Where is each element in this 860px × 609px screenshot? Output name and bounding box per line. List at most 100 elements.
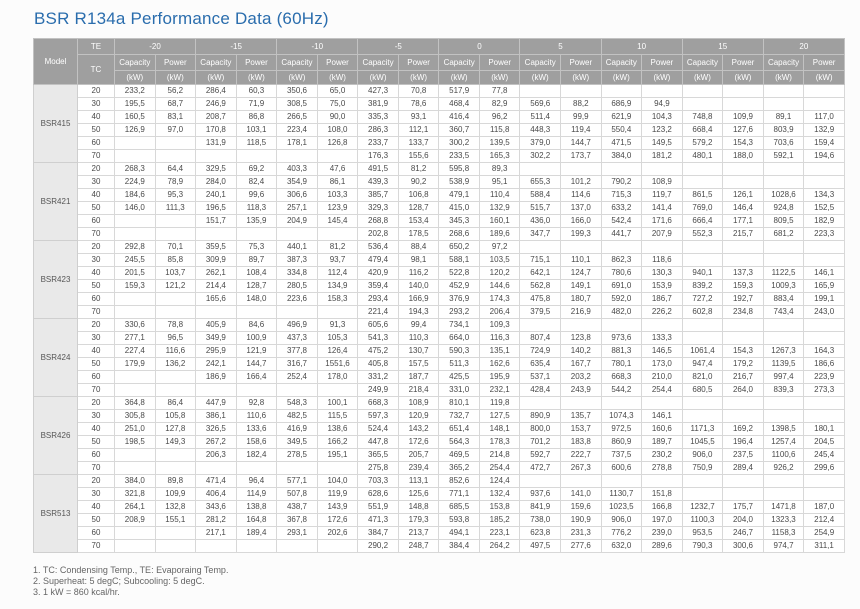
power-value-cell: 133,3 <box>641 331 683 345</box>
capacity-value-cell: 436,0 <box>519 214 562 228</box>
tc-cell: 40 <box>77 344 115 358</box>
power-value-cell: 127,5 <box>478 409 521 423</box>
capacity-value-cell: 267,2 <box>195 435 237 449</box>
power-value-cell: 162,6 <box>478 357 521 371</box>
capacity-value-cell: 632,0 <box>600 539 643 553</box>
power-header-cell: Power <box>316 54 359 71</box>
power-value-cell <box>560 162 602 176</box>
power-value-cell: 273,3 <box>803 383 845 397</box>
power-value-cell: 90,0 <box>316 110 359 124</box>
capacity-value-cell <box>276 383 318 397</box>
capacity-value-cell: 233,7 <box>357 136 399 150</box>
power-value-cell: 169,2 <box>722 422 764 436</box>
power-header-cell: Power <box>154 54 197 71</box>
capacity-header-cell: Capacity <box>438 54 480 71</box>
table-row: 30 277,1 96,5 349,9 100,9 437,3 105,3 541,3 110,… <box>34 331 845 345</box>
power-value-cell: 180,1 <box>803 422 845 436</box>
page-title: BSR R134a Performance Data (60Hz) <box>34 9 329 28</box>
power-value-cell <box>722 331 764 345</box>
capacity-value-cell <box>681 253 724 267</box>
power-value-cell: 99,6 <box>235 188 278 202</box>
power-value-cell: 153,4 <box>397 214 440 228</box>
capacity-value-cell: 890,9 <box>519 409 562 423</box>
power-value-cell <box>641 240 683 254</box>
tc-cell: 30 <box>77 331 115 345</box>
table-row: 50 159,3 121,2 214,4 128,7 280,5 134,9 359,4 140… <box>34 279 845 293</box>
capacity-value-cell: 252,4 <box>276 370 318 384</box>
table-row: 40 184,6 95,3 240,1 99,6 306,6 103,3 385,7 106,8… <box>34 188 845 202</box>
tc-cell: 50 <box>77 435 115 449</box>
power-value-cell: 81,2 <box>316 240 359 254</box>
table-row: 30 245,5 85,8 309,9 89,7 387,3 93,7 479,4 98,1 58… <box>34 253 845 267</box>
power-header-cell: Power <box>722 54 764 71</box>
capacity-value-cell: 1171,3 <box>681 422 724 436</box>
capacity-value-cell: 807,4 <box>519 331 562 345</box>
power-value-cell <box>803 331 845 345</box>
capacity-value-cell: 972,5 <box>600 422 643 436</box>
capacity-value-cell: 249,9 <box>357 383 399 397</box>
capacity-value-cell: 651,4 <box>438 422 480 436</box>
power-value-cell: 246,7 <box>722 526 764 540</box>
unit-header-cell: (kW) <box>478 70 521 85</box>
power-value-cell: 190,9 <box>560 513 602 527</box>
power-value-cell: 132,9 <box>478 201 521 215</box>
capacity-value-cell: 280,5 <box>276 279 318 293</box>
table-row: 70 290,2 248,7 384,4 264,2 497,5 277,6 632,0 289… <box>34 539 845 553</box>
capacity-value-cell: 809,5 <box>762 214 805 228</box>
unit-header-cell: (kW) <box>114 70 156 85</box>
power-value-cell: 166,0 <box>560 214 602 228</box>
power-value-cell: 189,4 <box>235 526 278 540</box>
power-value-cell: 105,3 <box>316 331 359 345</box>
capacity-value-cell: 179,9 <box>114 357 156 371</box>
power-value-cell: 164,3 <box>803 344 845 358</box>
capacity-value-cell: 655,3 <box>519 175 562 189</box>
power-value-cell: 216,7 <box>722 370 764 384</box>
power-value-cell: 114,6 <box>560 188 602 202</box>
power-value-cell <box>154 214 197 228</box>
capacity-value-cell <box>762 175 805 189</box>
capacity-value-cell: 1122,5 <box>762 266 805 280</box>
power-value-cell: 96,5 <box>154 331 197 345</box>
power-value-cell: 100,9 <box>235 331 278 345</box>
capacity-value-cell: 89,1 <box>762 110 805 124</box>
unit-header-cell: (kW) <box>762 70 805 85</box>
power-value-cell: 95,1 <box>478 175 521 189</box>
capacity-value-cell: 541,3 <box>357 331 399 345</box>
power-value-cell <box>316 539 359 553</box>
table-row: 50 146,0 111,3 196,5 118,3 257,1 123,9 329,3 128… <box>34 201 845 215</box>
capacity-value-cell: 268,6 <box>438 227 480 241</box>
power-value-cell: 192,7 <box>722 292 764 306</box>
capacity-value-cell <box>600 84 643 98</box>
unit-header-cell: (kW) <box>235 70 278 85</box>
model-cell: BSR426 <box>33 396 78 475</box>
power-value-cell: 166,4 <box>235 370 278 384</box>
power-value-cell: 154,3 <box>722 344 764 358</box>
capacity-value-cell: 734,1 <box>438 318 480 332</box>
capacity-value-cell: 195,5 <box>114 97 156 111</box>
capacity-value-cell: 579,2 <box>681 136 724 150</box>
capacity-value-cell: 365,2 <box>438 461 480 475</box>
tc-cell: 40 <box>77 422 115 436</box>
power-value-cell <box>154 526 197 540</box>
power-value-cell: 178,3 <box>478 435 521 449</box>
capacity-value-cell <box>762 474 805 488</box>
capacity-value-cell: 178,1 <box>276 136 318 150</box>
capacity-value-cell: 439,3 <box>357 175 399 189</box>
power-value-cell: 136,2 <box>154 357 197 371</box>
capacity-value-cell <box>519 240 562 254</box>
power-value-cell: 185,2 <box>478 513 521 527</box>
capacity-value-cell: 208,7 <box>195 110 237 124</box>
power-value-cell: 165,3 <box>478 149 521 163</box>
power-value-cell <box>316 383 359 397</box>
capacity-value-cell: 668,3 <box>600 370 643 384</box>
capacity-value-cell: 552,3 <box>681 227 724 241</box>
capacity-value-cell: 448,3 <box>519 123 562 137</box>
power-value-cell: 95,3 <box>154 188 197 202</box>
capacity-value-cell <box>276 539 318 553</box>
power-value-cell: 119,9 <box>316 487 359 501</box>
power-value-cell: 123,8 <box>560 331 602 345</box>
capacity-value-cell: 507,8 <box>276 487 318 501</box>
capacity-value-cell: 800,0 <box>519 422 562 436</box>
table-row: 50 208,9 155,1 281,2 164,8 367,8 172,6 471,3 179… <box>34 513 845 527</box>
capacity-value-cell <box>681 474 724 488</box>
